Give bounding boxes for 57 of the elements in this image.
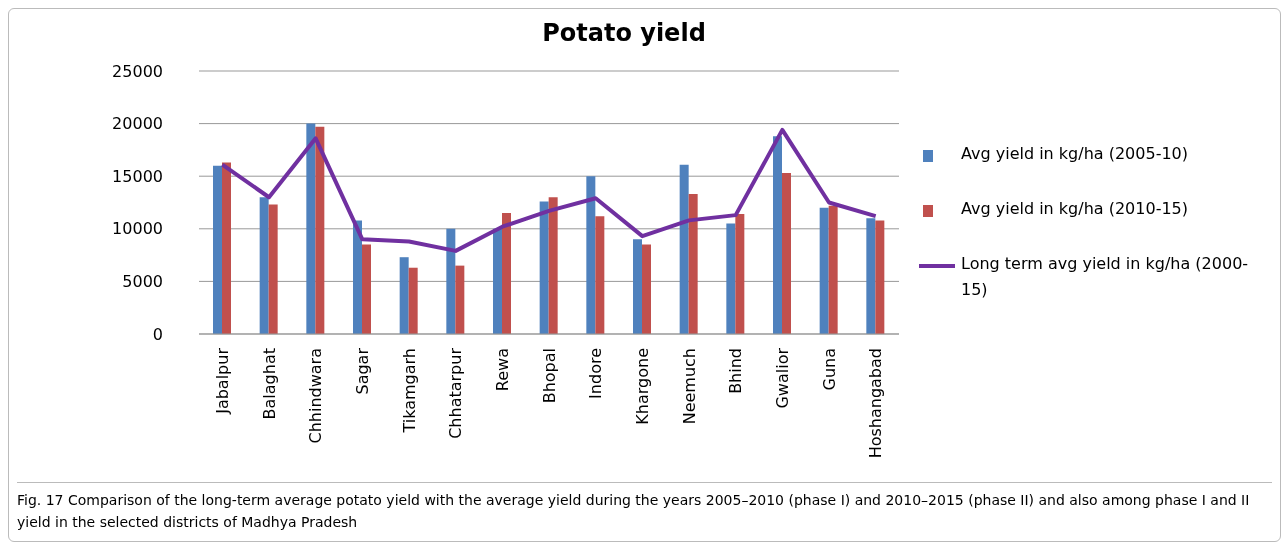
x-tick-label: Jabalpur: [212, 347, 232, 415]
chart-title: Potato yield: [541, 19, 707, 47]
bar: [642, 244, 651, 334]
legend-label: Avg yield in kg/ha (2010-15): [961, 198, 1189, 220]
bar: [875, 220, 885, 334]
y-tick-label: 0: [152, 324, 163, 344]
x-tick-label: Bhopal: [539, 348, 559, 404]
x-tick-label: Khargone: [632, 348, 652, 425]
bar: [446, 228, 456, 334]
legend-label: Avg yield in kg/ha (2005-10): [961, 143, 1189, 165]
x-tick-label: Balaghat: [259, 348, 279, 420]
bar: [222, 162, 231, 334]
bar: [773, 136, 782, 334]
bar: [586, 176, 596, 334]
bar: [353, 220, 362, 334]
x-tick-label: Sagar: [352, 347, 372, 395]
bar: [828, 205, 838, 334]
y-tick-label: 25000: [112, 61, 163, 81]
x-tick-label: Hoshangabad: [866, 348, 886, 459]
x-tick-label: Chhatarpur: [446, 347, 466, 439]
bar: [306, 123, 316, 334]
legend-label: Long term avg yield in kg/ha (2000-15): [961, 253, 1250, 301]
bar: [399, 257, 409, 334]
bar: [362, 244, 371, 334]
bar: [866, 218, 876, 334]
line-series: [220, 127, 878, 253]
x-tick-label: Chhindwara: [306, 348, 326, 444]
x-tick-label: Indore: [586, 348, 606, 399]
bar: [726, 223, 736, 334]
bar: [819, 207, 829, 334]
bar: [315, 126, 325, 334]
bar: [268, 204, 278, 334]
bar: [502, 213, 511, 334]
bar: [213, 165, 222, 334]
caption: Fig. 17 Comparison of the long-term average potato yield with the average yield during the years 2005–2010 (phase I) and 2010–2015 (phase II) and also among phase I and II yield in the selected districts of Madhya Pradesh: [17, 491, 1251, 532]
bar: [735, 214, 745, 334]
bar: [493, 228, 502, 334]
bar: [782, 173, 791, 334]
bar: [688, 194, 698, 334]
y-tick-label: 5000: [122, 272, 163, 292]
x-tick-label: Bhind: [726, 348, 746, 394]
bar: [408, 267, 418, 334]
y-tick-label: 15000: [112, 166, 163, 186]
bar: [548, 197, 558, 334]
bar: [539, 201, 549, 334]
y-tick-label: 10000: [112, 219, 163, 239]
bar: [633, 239, 642, 334]
x-tick-label: Neemuch: [679, 348, 699, 425]
x-tick-label: Gwalior: [772, 347, 792, 409]
y-tick-label: 20000: [112, 114, 163, 134]
bar: [595, 216, 605, 334]
x-tick-label: Guna: [819, 348, 839, 391]
bar: [679, 164, 689, 334]
x-tick-label: Tikamgarh: [399, 348, 419, 434]
x-tick-label: Rewa: [492, 348, 512, 392]
bar: [455, 265, 465, 334]
bar: [259, 197, 269, 334]
